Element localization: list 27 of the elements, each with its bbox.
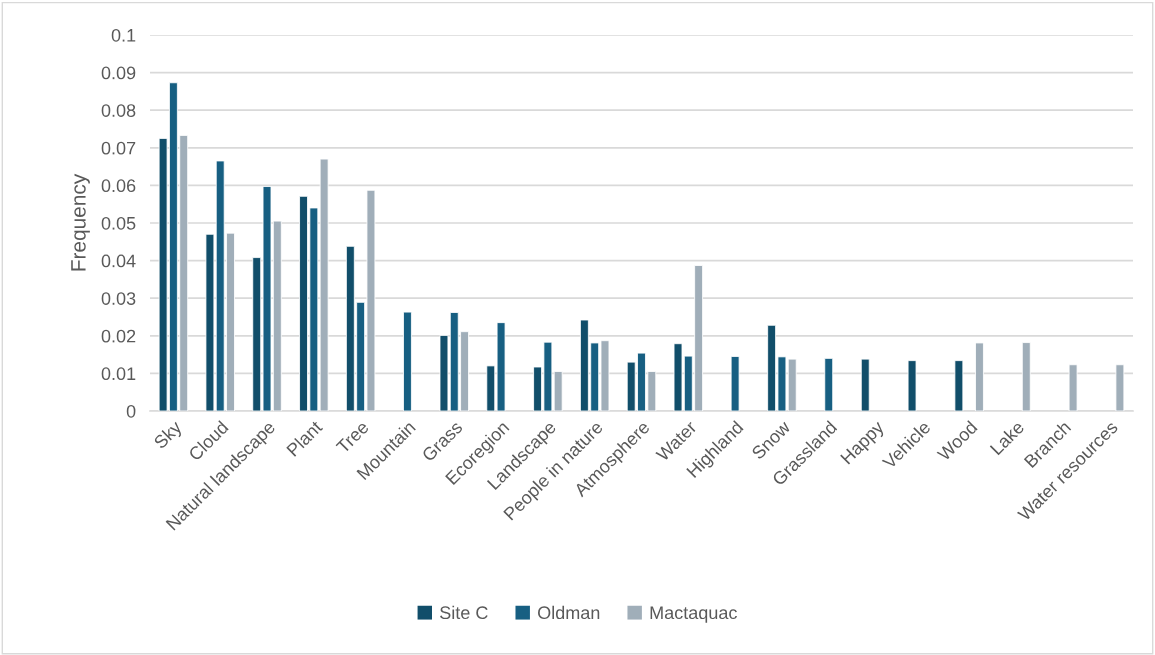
y-tick-label: 0.09 [101, 66, 136, 80]
bar [954, 360, 964, 411]
bar [730, 356, 740, 411]
bar [1021, 342, 1031, 411]
bar [975, 342, 984, 411]
y-tick-label: 0.1 [111, 28, 136, 42]
y-tick-label: 0.06 [101, 179, 136, 193]
bar [1115, 364, 1125, 411]
legend-label: Oldman [538, 605, 600, 620]
x-tick-label: Sky [152, 419, 186, 452]
bar [1068, 364, 1078, 411]
bar [860, 358, 870, 411]
bar [319, 158, 329, 411]
y-tick-label: 0.01 [101, 367, 136, 381]
y-tick-label: 0.03 [101, 292, 136, 305]
bar [907, 360, 917, 411]
y-tick-label: 0 [126, 404, 136, 418]
legend-label: Site C [440, 605, 488, 620]
y-tick-label: 0.04 [101, 254, 136, 268]
bar [824, 357, 834, 411]
y-axis-title: Frequency [71, 173, 90, 271]
legend-label: Mactaquac [650, 606, 737, 623]
bar [403, 311, 412, 411]
y-tick-label: 0.07 [101, 141, 136, 155]
y-tick-label: 0.08 [101, 104, 136, 117]
y-tick-label: 0.02 [101, 329, 136, 343]
y-tick-label: 0.05 [101, 216, 136, 230]
